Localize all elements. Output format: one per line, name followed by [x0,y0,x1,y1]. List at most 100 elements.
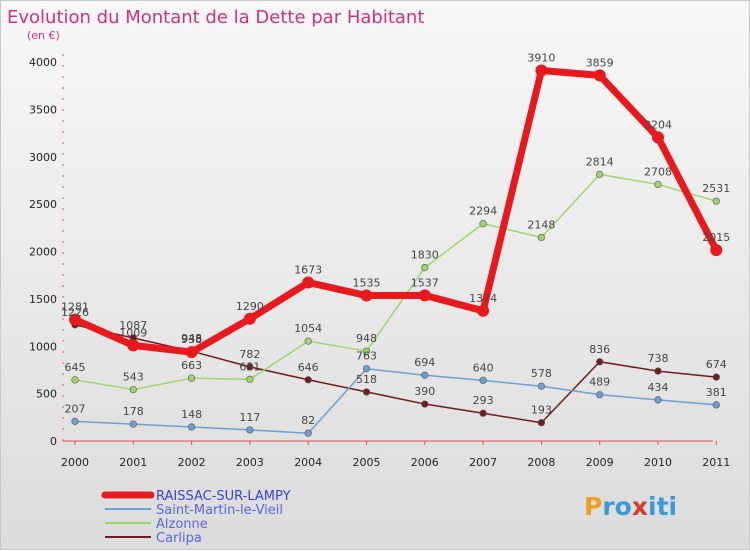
data-label: 1054 [294,322,322,335]
data-label: 434 [648,381,669,394]
data-label: 2814 [586,155,614,168]
data-label: 148 [181,408,202,421]
data-label: 938 [181,333,202,346]
brand-letter: o [615,492,632,521]
x-tick-label: 2006 [411,456,439,469]
data-point [479,376,487,384]
data-point [535,64,548,77]
data-point [304,337,312,345]
data-label: 948 [356,332,377,345]
data-label: 2015 [702,231,730,244]
data-point [129,420,137,428]
chart-title: Evolution du Montant de la Dette par Hab… [7,7,424,28]
data-point [421,371,429,379]
y-tick-label: 1500 [29,293,57,306]
data-label: 640 [473,361,494,374]
x-tick-label: 2007 [469,456,497,469]
data-point [71,417,79,425]
data-label: 518 [356,373,377,386]
data-point [69,313,81,326]
y-tick-label: 1000 [29,340,57,353]
data-point [304,429,312,437]
data-point [418,289,431,302]
data-point [421,400,429,408]
x-tick-label: 2001 [119,456,147,469]
data-label: 948 [181,332,202,345]
brand-letter: i [648,492,657,521]
data-point [246,363,254,371]
data-point [712,197,720,205]
data-points [69,64,723,437]
data-label: 1290 [236,300,264,313]
data-point [71,376,79,384]
legend-label: Carlipa [156,531,202,546]
data-point [537,382,546,390]
data-label: 2708 [644,165,672,178]
data-point [302,276,315,289]
x-tick-label: 2011 [702,456,730,469]
chart-subtitle: (en €) [27,29,60,42]
brand-letter: i [669,492,678,521]
series-lines [71,67,720,434]
data-point [654,396,662,404]
data-point [596,358,604,366]
series-line-3 [74,324,718,424]
data-point [479,220,487,228]
x-tick-label: 2008 [527,456,555,469]
data-point [362,388,371,396]
data-label: 1673 [294,263,322,276]
y-tick-label: 0 [50,435,57,448]
data-label: 178 [123,405,144,418]
data-point [362,347,371,355]
data-point [188,374,196,382]
data-label: 117 [239,411,260,424]
data-label: 1009 [119,326,147,339]
data-point [712,401,720,409]
data-label: 1537 [411,276,439,289]
data-label: 1281 [61,301,89,314]
x-tick-label: 2002 [178,456,206,469]
data-point [479,409,487,417]
data-point [421,264,429,272]
data-label: 2294 [469,205,497,218]
data-label: 3910 [527,52,555,65]
legend-label: Alzonne [156,517,208,532]
data-point [129,385,137,394]
data-label: 646 [298,361,319,374]
data-label: 694 [414,356,435,369]
data-point [477,304,490,317]
data-label: 3859 [586,56,614,69]
data-point [537,233,546,242]
data-label: 390 [414,385,435,398]
legend-label: RAISSAC-SUR-LAMPY [156,489,291,504]
series-line-0 [71,67,720,356]
data-point [710,244,723,257]
y-tick-label: 2000 [29,246,57,259]
data-label: 651 [239,360,260,373]
data-point [127,339,140,352]
data-label: 578 [531,367,552,380]
data-labels: 1226 1087 948 782 646 518 390 293 193 836 738 674 64… [61,52,730,428]
data-label: 663 [181,359,202,372]
brand-logo: Proxiti [584,492,677,521]
data-label: 674 [706,358,727,371]
data-point [654,180,662,189]
data-label: 1830 [411,249,439,262]
data-label: 2148 [527,218,555,231]
data-point [360,289,373,302]
axes: 0 500 1000 1500 2000 2500 3000 3500 4000 2000 2001… [29,53,730,469]
data-label: 1374 [469,292,497,305]
data-label: 2531 [702,182,730,195]
data-point [243,312,256,325]
data-label: 1535 [353,277,381,290]
data-point [593,69,606,82]
data-label: 381 [706,386,727,399]
brand-letter: P [584,492,602,521]
data-point [185,346,198,359]
data-point [712,373,720,381]
data-label: 293 [473,394,494,407]
data-label: 207 [65,402,86,415]
data-label: 763 [356,350,377,363]
